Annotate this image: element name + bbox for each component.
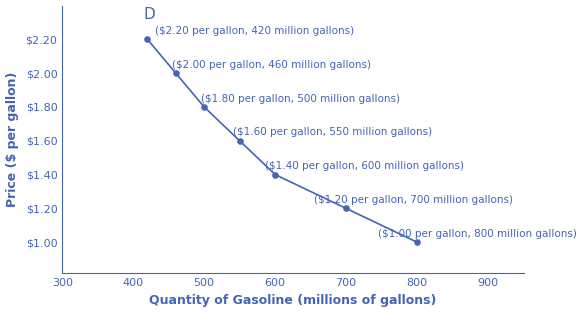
Text: ($1.80 per gallon, 500 million gallons): ($1.80 per gallon, 500 million gallons) bbox=[201, 94, 400, 104]
Point bbox=[342, 206, 351, 211]
Text: ($1.00 per gallon, 800 million gallons): ($1.00 per gallon, 800 million gallons) bbox=[378, 229, 577, 239]
Point bbox=[143, 37, 152, 42]
Text: ($1.20 per gallon, 700 million gallons): ($1.20 per gallon, 700 million gallons) bbox=[314, 195, 513, 205]
Point bbox=[412, 240, 422, 245]
Text: D: D bbox=[144, 8, 156, 23]
X-axis label: Quantity of Gasoline (millions of gallons): Quantity of Gasoline (millions of gallon… bbox=[149, 295, 436, 307]
Point bbox=[171, 71, 180, 76]
Point bbox=[270, 172, 280, 177]
Text: ($1.60 per gallon, 550 million gallons): ($1.60 per gallon, 550 million gallons) bbox=[233, 127, 432, 137]
Y-axis label: Price ($ per gallon): Price ($ per gallon) bbox=[5, 71, 19, 207]
Text: ($2.20 per gallon, 420 million gallons): ($2.20 per gallon, 420 million gallons) bbox=[154, 26, 353, 36]
Text: ($1.40 per gallon, 600 million gallons): ($1.40 per gallon, 600 million gallons) bbox=[264, 161, 463, 171]
Text: ($2.00 per gallon, 460 million gallons): ($2.00 per gallon, 460 million gallons) bbox=[172, 60, 371, 70]
Point bbox=[235, 138, 245, 143]
Point bbox=[199, 105, 209, 110]
